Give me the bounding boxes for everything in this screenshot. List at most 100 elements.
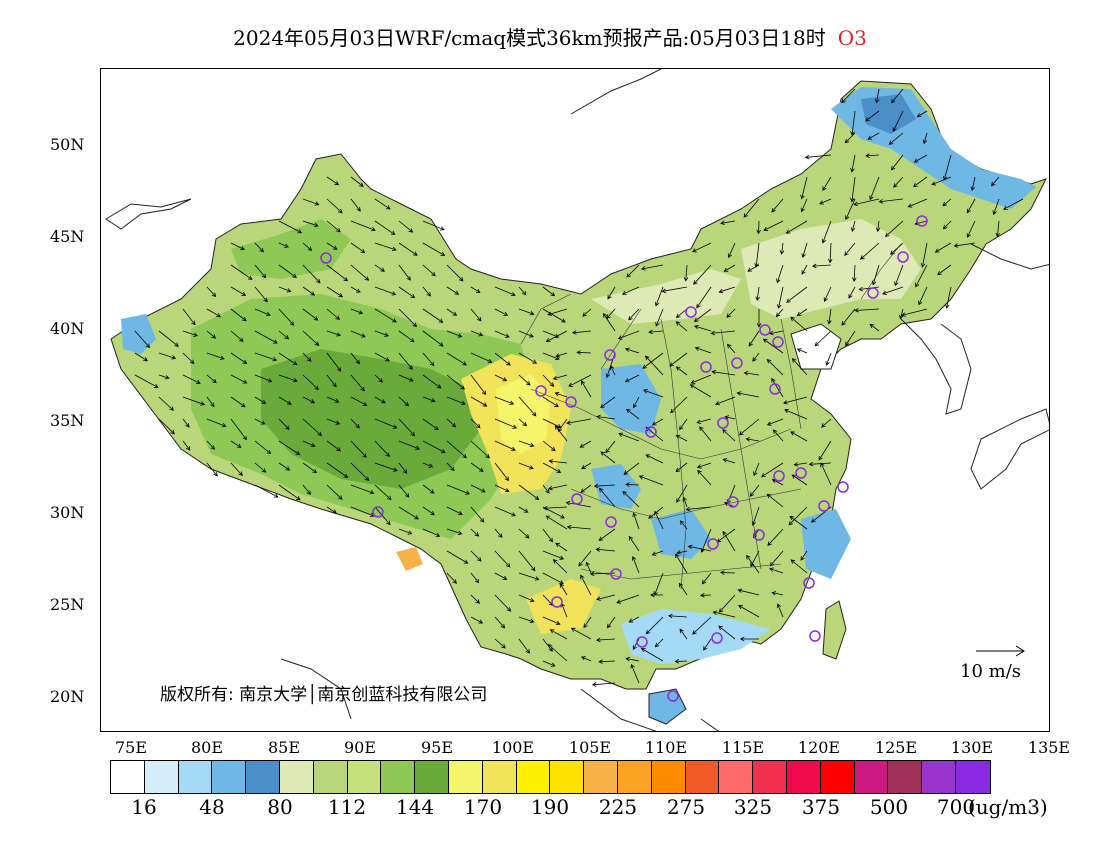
- wind-arrow: [848, 286, 856, 299]
- wind-arrow: [398, 484, 410, 498]
- wind-arrow: [675, 321, 688, 332]
- wind-arrow: [852, 264, 857, 283]
- wind-arrow: [326, 330, 341, 337]
- wind-arrow: [632, 638, 640, 651]
- lat-label-35n: 35N: [50, 411, 85, 430]
- wind-arrow: [422, 396, 436, 403]
- wind-arrow: [682, 496, 688, 508]
- wind-arrow: [607, 286, 616, 300]
- wind-arrow: [724, 415, 736, 420]
- wind-arrow: [566, 418, 592, 425]
- wind-arrow: [694, 346, 712, 354]
- wind-arrow: [278, 330, 290, 340]
- wind-arrow: [628, 308, 640, 321]
- wind-arrow: [769, 567, 784, 574]
- wind-arrow: [746, 554, 760, 574]
- wind-arrow: [701, 572, 712, 585]
- legend-swatch: [111, 761, 145, 793]
- wind-arrow: [422, 418, 439, 431]
- wind-arrow: [278, 374, 298, 383]
- copyright-text: 版权所有: 南京大学│南京创蓝科技有限公司: [160, 685, 488, 705]
- wind-arrow: [278, 352, 298, 366]
- city-marker: [769, 383, 781, 395]
- wind-arrow: [494, 506, 517, 517]
- wind-arrow: [676, 484, 688, 503]
- taiwan-island: [822, 600, 847, 660]
- wind-arrow: [800, 550, 808, 561]
- wind-arrow: [230, 242, 245, 251]
- city-marker: [636, 636, 648, 648]
- wind-arrow: [230, 374, 248, 384]
- wind-arrow: [398, 462, 408, 474]
- legend-label-144: 144: [395, 795, 435, 819]
- wind-arrow: [350, 308, 364, 315]
- wind-arrow: [654, 638, 664, 648]
- wind-arrow: [182, 440, 191, 451]
- wind-arrow: [785, 220, 808, 234]
- wind-arrow: [542, 484, 550, 494]
- wind-arrow: [542, 616, 561, 626]
- wind-arrow: [565, 500, 592, 508]
- wind-arrow: [591, 682, 616, 687]
- legend-swatch: [144, 761, 179, 793]
- wind-arrow: [206, 308, 222, 318]
- map-title: 2024年05月03日WRF/cmaq模式36km预报产品:05月03日18时 O…: [0, 22, 1100, 51]
- wind-arrow: [278, 484, 301, 501]
- wind-arrow: [557, 418, 568, 432]
- wind-arrow: [542, 638, 553, 652]
- wind-arrow: [820, 462, 832, 486]
- wind-arrow: [860, 242, 880, 260]
- wind-arrow: [793, 462, 808, 467]
- wind-arrow: [398, 396, 410, 407]
- wind-arrow: [743, 371, 760, 376]
- wind-arrow: [542, 374, 555, 387]
- wind-arrow: [679, 628, 688, 640]
- wind-arrow: [645, 454, 664, 464]
- wind-arrow: [398, 308, 418, 328]
- wind-arrow: [494, 594, 512, 612]
- wind-arrow: [446, 506, 463, 515]
- wind-arrow: [470, 616, 484, 624]
- city-marker: [809, 630, 821, 642]
- wind-arrow: [542, 396, 559, 408]
- wind-arrow: [726, 308, 736, 318]
- wind-arrow: [182, 396, 206, 406]
- city-marker: [707, 538, 719, 550]
- wind-arrow: [326, 220, 341, 233]
- wind-arrow: [953, 242, 976, 248]
- wind-arrow: [350, 396, 368, 406]
- city-marker: [773, 470, 785, 482]
- wind-arrow: [446, 308, 458, 316]
- wind-arrow: [801, 242, 808, 259]
- wind-arrow: [470, 308, 482, 322]
- wind-arrow: [350, 440, 367, 458]
- lon-label-135e: 135E: [1027, 738, 1071, 757]
- wind-arrow: [278, 396, 292, 405]
- wind-arrow: [254, 484, 279, 498]
- wind-arrow: [494, 396, 515, 405]
- lat-label-50n: 50N: [50, 135, 85, 154]
- legend-unit: (ug/m3): [968, 795, 1048, 819]
- legend-swatch: [753, 761, 787, 793]
- wind-arrow: [446, 550, 469, 564]
- wind-arrow: [720, 220, 736, 226]
- wind-arrow: [719, 570, 736, 575]
- wind-arrow: [882, 286, 904, 295]
- wind-arrow: [667, 613, 688, 619]
- city-marker: [795, 467, 807, 479]
- map-panel: [100, 68, 1050, 732]
- wind-arrow: [518, 484, 540, 501]
- wind-arrow: [494, 330, 510, 338]
- wind-arrow: [254, 396, 267, 404]
- wind-arrow: [638, 475, 664, 486]
- wind-arrow: [254, 330, 278, 344]
- wind-arrow: [675, 462, 688, 473]
- lon-label-85e: 85E: [267, 738, 301, 757]
- legend-label-500: 500: [869, 795, 909, 819]
- wind-arrow: [302, 462, 318, 474]
- wind-arrow: [674, 659, 688, 664]
- wind-arrow: [494, 550, 511, 568]
- wind-vector-field: [134, 88, 1024, 687]
- wind-arrow: [518, 330, 534, 338]
- wind-arrow: [582, 308, 592, 317]
